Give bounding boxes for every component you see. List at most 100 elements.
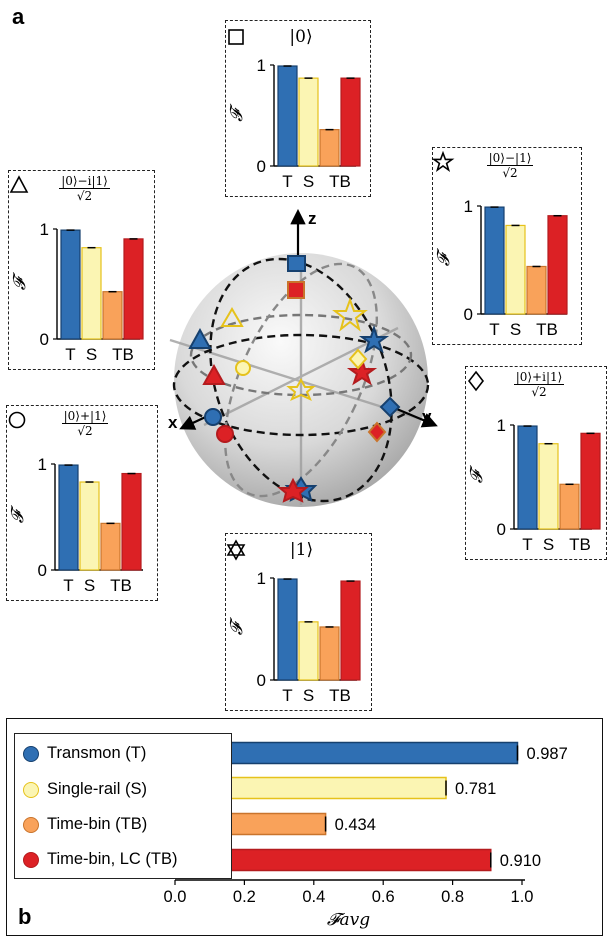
- fraction-numerator: |0⟩−|1⟩: [486, 151, 534, 166]
- y-tick-label: 1: [38, 455, 47, 474]
- fraction-numerator: |0⟩+|1⟩: [61, 409, 109, 424]
- x-tick-label: S: [86, 345, 97, 364]
- panel-state-plus: |0⟩+|1⟩ √2 0 1 𝓕 T S TB: [6, 405, 158, 601]
- legend-label: Transmon (T): [47, 744, 147, 762]
- x-tick-label: TB: [569, 535, 591, 554]
- average-fidelity-panel: [6, 718, 603, 936]
- y-tick-label: 1: [497, 416, 506, 435]
- y-tick-label: 1: [257, 569, 266, 588]
- legend: Transmon (T) Single-rail (S) Time-bin (TB)…: [14, 733, 232, 879]
- legend-swatch: [23, 851, 39, 868]
- y-tick-label: 0: [257, 157, 266, 176]
- x-tick-label: TB: [329, 172, 351, 191]
- fraction-denominator: √2: [77, 424, 93, 438]
- x-tick-label: T: [282, 172, 292, 191]
- x-tick-label: 0.2: [233, 888, 256, 906]
- state-title: |1⟩: [226, 539, 371, 561]
- state-title: |0⟩+i|1⟩ √2: [466, 371, 606, 399]
- marker-plus-single: [235, 360, 251, 376]
- state-ket-label: |1⟩: [289, 540, 314, 560]
- star-marker-icon: [431, 150, 455, 173]
- bloch-sphere: z x y: [160, 200, 460, 510]
- y-tick-label: 1: [464, 197, 473, 216]
- x-tick-label: S: [510, 320, 521, 339]
- y-axis-label: y: [422, 407, 432, 426]
- state-fraction-label: |0⟩+i|1⟩ √2: [513, 371, 565, 399]
- panel-state-zero: |0⟩ 0 1 𝓕 T S TB: [225, 20, 371, 197]
- panel-state-minus-i: |0⟩−i|1⟩ √2 0 1 𝓕 T S TB: [8, 170, 155, 370]
- x-tick-label: S: [84, 576, 95, 595]
- y-tick-label: 0: [257, 671, 266, 690]
- marker-minus-i-timebin: [202, 363, 226, 385]
- marker-plus-timebin: [216, 425, 234, 443]
- x-tick-label: T: [489, 320, 499, 339]
- z-axis-label: z: [308, 209, 317, 228]
- marker-minus-i-single: [220, 307, 244, 327]
- state-fraction-label: |0⟩−|1⟩ √2: [486, 151, 534, 180]
- panel-label-a: a: [12, 4, 25, 29]
- fraction-denominator: √2: [76, 189, 93, 203]
- state-title: |0⟩−i|1⟩ √2: [9, 175, 154, 203]
- marker-zero-timebin: [287, 281, 305, 299]
- x-tick-label: 0.8: [441, 888, 464, 906]
- avg-value-label: 0.434: [335, 816, 376, 834]
- triangle-marker-icon: [9, 175, 29, 193]
- x-tick-label: 0.0: [164, 888, 187, 906]
- marker-plus-i-transmon: [379, 396, 401, 418]
- hexagram-marker-icon: [226, 539, 246, 561]
- marker-minus-transmon: [358, 324, 390, 354]
- diamond-marker-icon: [467, 370, 485, 392]
- marker-minus-i-transmon: [188, 327, 212, 349]
- legend-item: Time-bin (TB): [23, 815, 147, 834]
- legend-item: Time-bin, LC (TB): [23, 850, 178, 869]
- marker-plus-transmon: [204, 408, 222, 426]
- legend-label: Time-bin, LC (TB): [47, 850, 178, 868]
- panel-state-plus-i: |0⟩+i|1⟩ √2 0 1 𝓕 T S TB: [465, 366, 607, 560]
- x-tick-label: TB: [110, 576, 132, 595]
- x-tick-label: S: [303, 172, 314, 191]
- x-tick-label: 1.0: [511, 888, 534, 906]
- panel-label-b: b: [18, 904, 32, 929]
- x-tick-label: T: [522, 535, 532, 554]
- panel-state-minus: |0⟩−|1⟩ √2 0 1 𝓕 T S TB: [431, 147, 582, 345]
- marker-one-single-center: [286, 377, 316, 401]
- avg-value-label: 0.781: [455, 780, 496, 798]
- sphere-meridian-back: [223, 262, 379, 498]
- state-fraction-label: |0⟩−i|1⟩ √2: [59, 175, 110, 203]
- marker-zero-transmon: [287, 255, 306, 272]
- marker-minus-timebin: [346, 356, 378, 386]
- legend-item: Transmon (T): [23, 744, 146, 763]
- marker-one-timebin: [277, 477, 309, 503]
- panel-state-one: |1⟩ 0 1 𝓕 T S TB: [225, 533, 372, 711]
- avg-value-label: 0.987: [526, 745, 567, 763]
- legend-swatch: [23, 745, 39, 762]
- y-tick-label: 0: [40, 330, 49, 349]
- x-tick-label: T: [282, 686, 292, 705]
- state-title: |0⟩−|1⟩ √2: [431, 150, 581, 180]
- y-tick-label: 0: [497, 520, 506, 539]
- marker-plus-i-single: [348, 348, 368, 370]
- fraction-denominator: √2: [502, 166, 518, 180]
- legend-label: Single-rail (S): [47, 780, 147, 798]
- marker-minus-single: [332, 297, 368, 332]
- fraction-numerator: |0⟩−i|1⟩: [59, 174, 110, 189]
- square-marker-icon: [228, 29, 244, 45]
- y-tick-label: 0: [464, 305, 473, 324]
- fraction-denominator: √2: [531, 385, 547, 399]
- state-fraction-label: |0⟩+|1⟩ √2: [61, 409, 109, 438]
- x-tick-label: TB: [329, 686, 351, 705]
- x-tick-label: T: [65, 345, 75, 364]
- state-title: |0⟩: [226, 27, 370, 47]
- sphere-equator: [172, 333, 430, 437]
- legend-label: Time-bin (TB): [47, 815, 148, 833]
- legend-swatch: [23, 816, 39, 833]
- marker-plus-i-timebin: [367, 421, 387, 443]
- circle-marker-icon: [8, 411, 26, 429]
- x-tick-label: TB: [112, 345, 134, 364]
- y-tick-label: 0: [38, 561, 47, 580]
- x-axis-label: 𝓕avg: [327, 910, 370, 930]
- x-tick-label: 0.4: [302, 888, 325, 906]
